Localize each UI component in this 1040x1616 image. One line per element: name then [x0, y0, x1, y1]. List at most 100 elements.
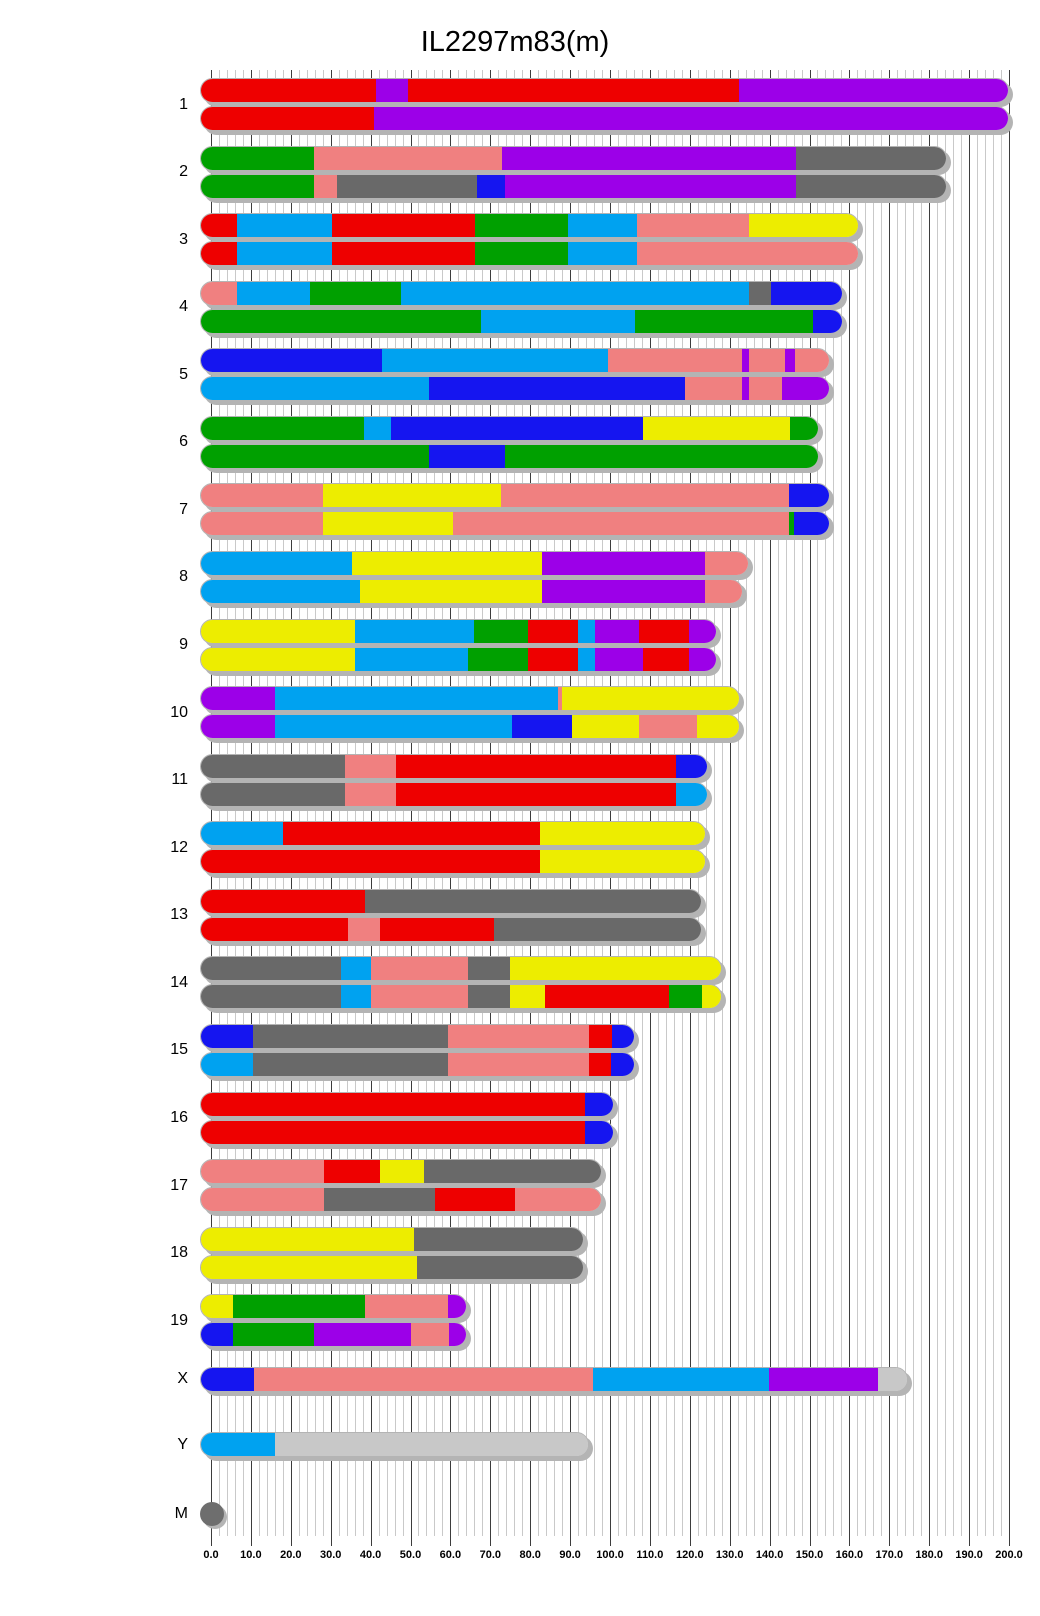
axis-tick-label: 20.0 — [280, 1549, 302, 1561]
haplotype-segment — [201, 1323, 233, 1347]
chromosome-17-hap2 — [200, 1187, 603, 1213]
haplotype-segment — [544, 985, 670, 1009]
haplotype-segment — [500, 484, 789, 508]
chromosome-label: 18 — [170, 1244, 188, 1262]
haplotype-segment — [400, 281, 750, 305]
gridline-minor — [817, 70, 819, 1536]
gridline-minor — [913, 70, 915, 1536]
gridline-major — [570, 70, 572, 1546]
chromosome-label: 6 — [179, 433, 188, 451]
gridline-major — [929, 70, 931, 1546]
haplotype-segment — [201, 349, 383, 373]
haplotype-segment — [795, 174, 946, 198]
haplotype-segment — [541, 579, 705, 603]
haplotype-segment — [467, 647, 528, 671]
haplotype-segment — [201, 782, 346, 806]
chromosome-5-hap2 — [200, 376, 831, 402]
haplotype-segment — [201, 416, 364, 440]
axis-tick-label: 40.0 — [359, 1549, 382, 1561]
axis-tick-label: 90.0 — [559, 1549, 581, 1561]
chromosome-9-hap2 — [200, 646, 718, 672]
chromosome-19-hap2 — [200, 1322, 467, 1348]
haplotype-segment — [375, 79, 409, 102]
haplotype-segment — [411, 1323, 450, 1347]
chromosome-5-hap1 — [200, 348, 831, 374]
haplotype-segment — [701, 985, 721, 1009]
chromosome-label: 2 — [179, 163, 188, 181]
axis-tick-label: 180.0 — [915, 1549, 943, 1561]
haplotype-segment — [352, 551, 542, 575]
haplotype-segment — [540, 822, 705, 846]
gridline-major — [889, 70, 891, 1546]
haplotype-segment — [781, 377, 830, 401]
haplotype-segment — [584, 1092, 614, 1116]
gridline-minor — [713, 70, 715, 1536]
chromosome-label: 1 — [179, 95, 188, 113]
haplotype-segment — [370, 985, 468, 1009]
chromosome-4-hap1 — [200, 280, 843, 306]
axis-tick-label: 150.0 — [795, 1549, 824, 1561]
chromosome-11-hap1 — [200, 753, 708, 779]
haplotype-segment — [201, 444, 430, 468]
haplotype-segment — [429, 444, 505, 468]
haplotype-segment — [201, 512, 323, 536]
gridline-major — [649, 70, 651, 1546]
haplotype-segment — [323, 1160, 380, 1184]
chromosome-13-hap2 — [200, 916, 702, 942]
chromosome-16-hap1 — [200, 1091, 615, 1117]
haplotype-segment — [447, 1024, 589, 1048]
chromosome-label: 5 — [179, 365, 188, 383]
haplotype-segment — [509, 985, 545, 1009]
chart-title: IL2297m83(m) — [420, 26, 610, 58]
haplotype-segment — [557, 687, 563, 711]
gridline-minor — [961, 70, 963, 1536]
gridline-minor — [785, 70, 787, 1536]
haplotype-segment — [379, 1160, 424, 1184]
chromosome-8-hap2 — [200, 578, 743, 604]
haplotype-segment — [612, 1024, 634, 1048]
chromosome-Y-hap1 — [200, 1432, 590, 1458]
gridline-minor — [937, 70, 939, 1536]
haplotype-segment — [332, 214, 476, 238]
gridline-minor — [721, 70, 723, 1536]
chromosome-label: 13 — [170, 906, 188, 924]
haplotype-segment — [232, 1295, 366, 1319]
haplotype-segment — [449, 1323, 466, 1347]
haplotype-segment — [788, 484, 830, 508]
chromosome-12-hap2 — [200, 849, 706, 875]
haplotype-segment — [354, 647, 468, 671]
gridline-major — [410, 70, 412, 1546]
chromosome-label: 16 — [170, 1109, 188, 1127]
haplotype-segment — [475, 242, 568, 266]
haplotype-segment — [232, 1323, 314, 1347]
haplotype-segment — [741, 349, 750, 373]
haplotype-segment — [749, 349, 785, 373]
chromosome-label: 4 — [179, 298, 188, 316]
haplotype-segment — [504, 174, 796, 198]
haplotype-segment — [201, 1255, 417, 1279]
haplotype-segment — [201, 281, 238, 305]
gridline-major — [610, 70, 611, 1546]
haplotype-segment — [365, 1295, 448, 1319]
haplotype-segment — [577, 619, 596, 643]
chromosome-X-hap1 — [200, 1366, 909, 1392]
haplotype-segment — [642, 416, 791, 440]
haplotype-segment — [252, 1052, 448, 1076]
haplotype-segment — [638, 619, 689, 643]
haplotype-segment — [607, 349, 742, 373]
chromosome-1-hap1 — [200, 78, 1009, 103]
gridline-minor — [801, 70, 803, 1536]
haplotype-segment — [201, 850, 541, 874]
haplotype-segment — [571, 715, 639, 739]
chromosome-label: X — [177, 1370, 188, 1388]
haplotype-segment — [201, 484, 323, 508]
haplotype-segment — [253, 1367, 594, 1391]
haplotype-segment — [201, 715, 276, 739]
haplotype-segment — [567, 214, 638, 238]
haplotype-segment — [275, 1433, 589, 1457]
haplotype-segment — [201, 889, 366, 913]
haplotype-segment — [688, 647, 717, 671]
chromosome-label: 17 — [170, 1176, 188, 1194]
haplotype-segment — [794, 349, 830, 373]
